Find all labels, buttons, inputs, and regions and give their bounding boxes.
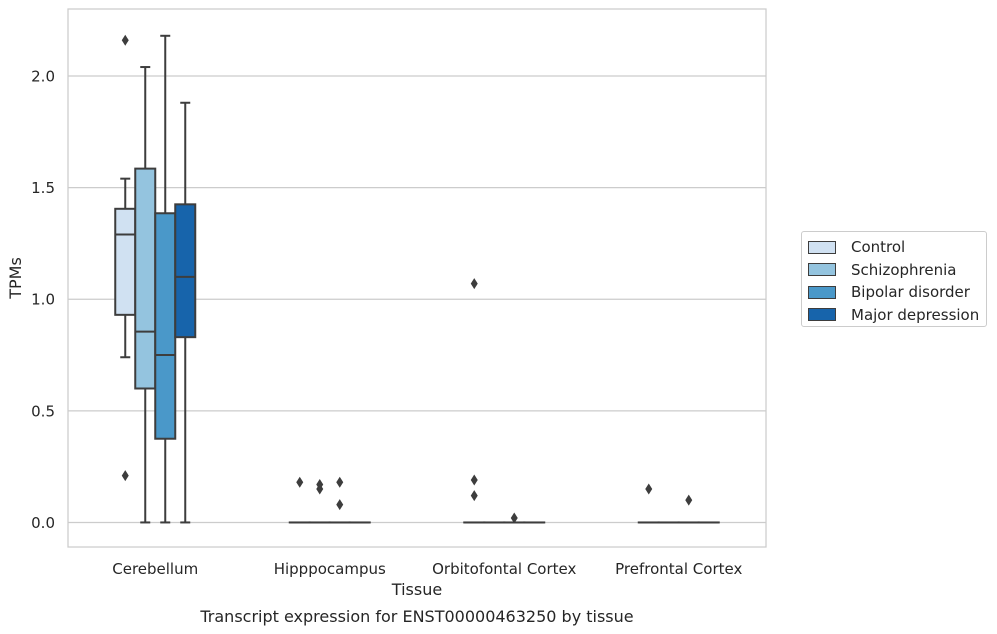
legend-label: Control xyxy=(851,238,906,257)
box-group xyxy=(503,512,526,524)
box-group xyxy=(154,34,177,524)
x-tick-label: Orbitofontal Cortex xyxy=(432,560,576,578)
legend-swatch xyxy=(808,285,836,299)
chart-caption: Transcript expression for ENST0000046325… xyxy=(199,607,633,626)
outlier-point xyxy=(121,34,129,46)
box-group xyxy=(463,278,486,524)
legend: Control Schizophrenia Bipolar disorder M… xyxy=(801,231,987,327)
box xyxy=(154,212,177,440)
outlier-point xyxy=(685,494,693,506)
outlier-point xyxy=(470,490,478,502)
y-tick-labels: 0.0 0.5 1.0 1.5 2.0 xyxy=(31,67,55,531)
y-tick-label: 2.0 xyxy=(31,67,55,85)
outlier-point xyxy=(470,474,478,486)
legend-item-control: Control xyxy=(808,236,986,259)
x-tick-label: Hipppocampus xyxy=(274,560,386,578)
box-group xyxy=(174,101,197,524)
outlier-point xyxy=(316,483,324,495)
box-group xyxy=(308,478,331,524)
legend-swatch xyxy=(808,240,836,254)
plot-frame xyxy=(67,8,767,548)
box-group xyxy=(288,476,311,524)
legend-item-major-depression: Major depression xyxy=(808,304,986,327)
x-tick-label: Prefrontal Cortex xyxy=(615,560,742,578)
y-tick-label: 1.0 xyxy=(31,291,55,309)
y-axis-label: TPMs xyxy=(6,257,25,300)
box-group xyxy=(114,34,137,482)
outlier-point xyxy=(296,476,304,488)
x-tick-label: Cerebellum xyxy=(112,560,198,578)
outlier-point xyxy=(470,278,478,290)
x-axis-label: Tissue xyxy=(391,580,442,599)
outlier-point xyxy=(121,470,129,482)
boxes xyxy=(114,34,720,524)
legend-swatch xyxy=(808,308,836,322)
outlier-point xyxy=(336,476,344,488)
outlier-point xyxy=(510,512,518,524)
legend-label: Major depression xyxy=(851,305,980,324)
legend-item-bipolar-disorder: Bipolar disorder xyxy=(808,281,986,304)
legend-label: Bipolar disorder xyxy=(851,283,970,302)
outlier-point xyxy=(645,483,653,495)
box xyxy=(174,203,197,339)
box-group xyxy=(677,494,700,524)
box-group xyxy=(134,66,157,524)
legend-swatch xyxy=(808,263,836,277)
box xyxy=(114,207,137,316)
x-tick-labels: Cerebellum Hipppocampus Orbitofontal Corte… xyxy=(112,560,742,578)
outlier-point xyxy=(336,499,344,511)
y-tick-label: 0.0 xyxy=(31,514,55,532)
box-group xyxy=(328,476,351,524)
box-group xyxy=(637,483,660,524)
y-tick-label: 1.5 xyxy=(31,179,55,197)
y-tick-label: 0.5 xyxy=(31,402,55,420)
legend-label: Schizophrenia xyxy=(851,260,957,279)
box xyxy=(134,167,157,390)
legend-item-schizophrenia: Schizophrenia xyxy=(808,259,986,282)
